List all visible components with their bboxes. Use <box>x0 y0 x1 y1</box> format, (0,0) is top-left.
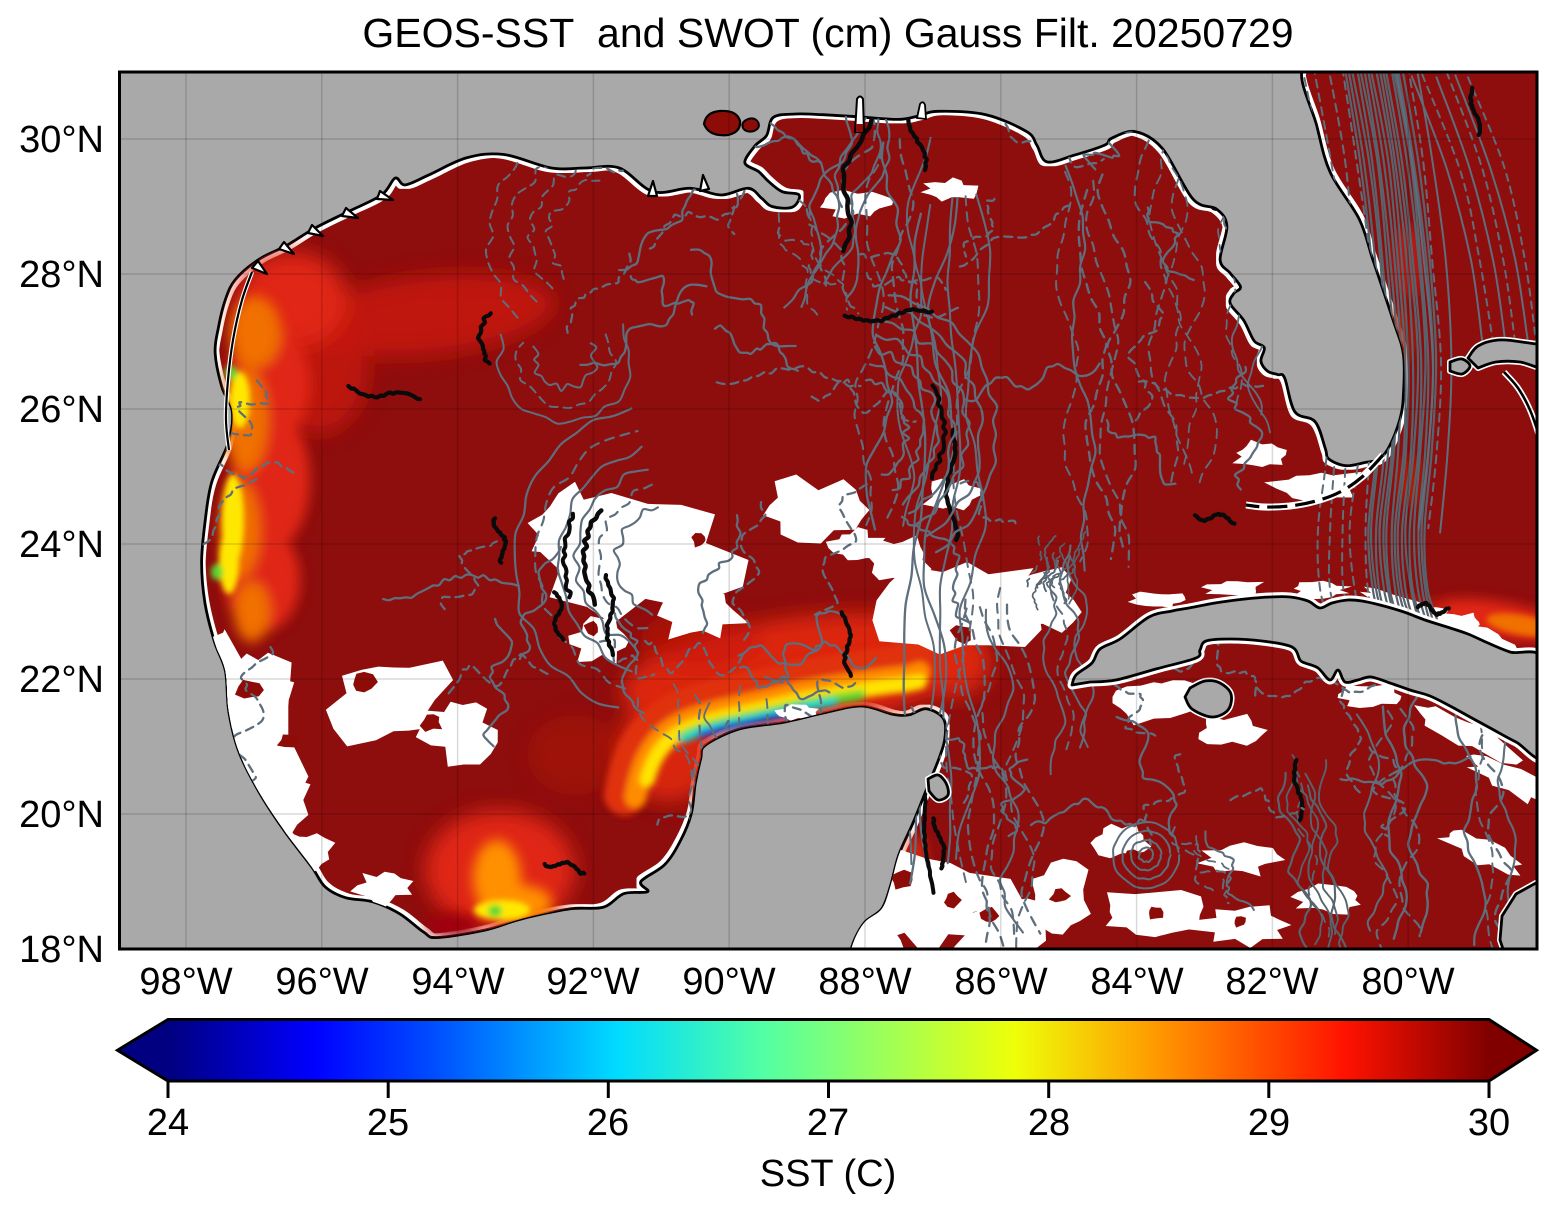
svg-text:82°W: 82°W <box>1225 961 1318 1003</box>
svg-text:28: 28 <box>1028 1102 1070 1144</box>
svg-text:80°W: 80°W <box>1361 961 1454 1003</box>
svg-text:30: 30 <box>1468 1102 1510 1144</box>
svg-text:94°W: 94°W <box>411 961 504 1003</box>
svg-text:18°N: 18°N <box>19 929 104 971</box>
svg-text:86°W: 86°W <box>954 961 1047 1003</box>
svg-text:30°N: 30°N <box>19 119 104 161</box>
svg-text:24°N: 24°N <box>19 524 104 566</box>
svg-text:92°W: 92°W <box>546 961 639 1003</box>
svg-text:96°W: 96°W <box>275 961 368 1003</box>
svg-text:26°N: 26°N <box>19 389 104 431</box>
svg-text:GEOS-SST and SWOT (cm) Gauss: GEOS-SST and SWOT (cm) Gauss Filt. 20250… <box>362 10 1293 56</box>
svg-text:29: 29 <box>1248 1102 1290 1144</box>
svg-text:88°W: 88°W <box>818 961 911 1003</box>
svg-text:20°N: 20°N <box>19 794 104 836</box>
svg-text:25: 25 <box>367 1102 409 1144</box>
svg-text:98°W: 98°W <box>139 961 232 1003</box>
svg-text:SST (C): SST (C) <box>760 1153 897 1195</box>
svg-text:22°N: 22°N <box>19 659 104 701</box>
svg-text:26: 26 <box>587 1102 629 1144</box>
svg-text:84°W: 84°W <box>1090 961 1183 1003</box>
svg-text:24: 24 <box>147 1102 189 1144</box>
svg-text:28°N: 28°N <box>19 254 104 296</box>
svg-text:27: 27 <box>807 1102 849 1144</box>
svg-text:90°W: 90°W <box>682 961 775 1003</box>
